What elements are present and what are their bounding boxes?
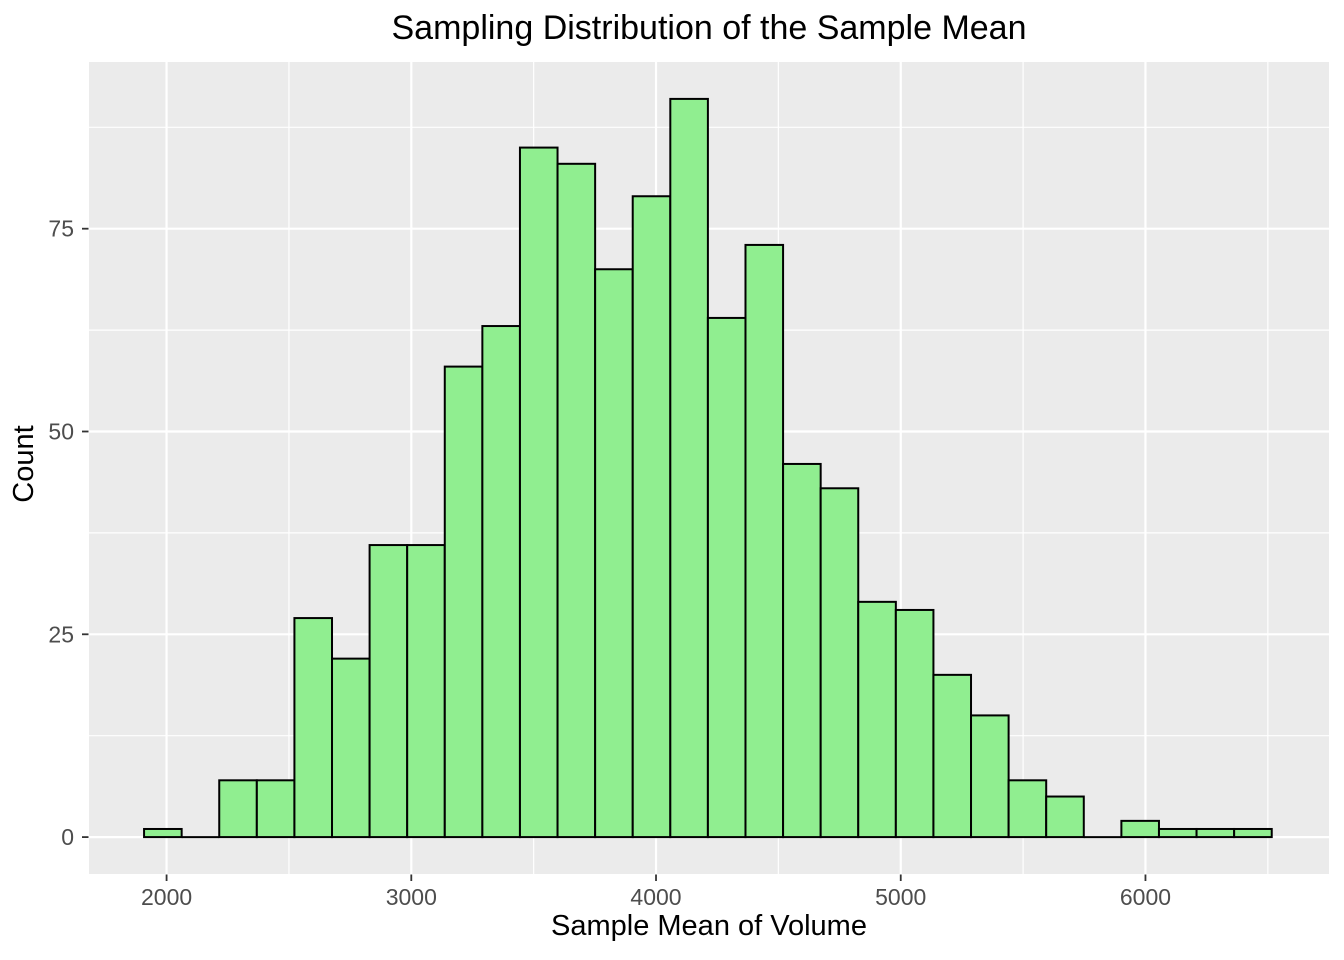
x-tick-label: 6000 (1120, 884, 1171, 910)
x-tick-label: 3000 (386, 884, 437, 910)
histogram-bar (744, 243, 785, 839)
histogram-bar (819, 487, 860, 839)
x-tick-label: 5000 (875, 884, 926, 910)
histogram-bar (631, 195, 672, 839)
histogram-bar (1007, 779, 1048, 839)
histogram-bar (255, 779, 296, 839)
histogram-bar (406, 544, 446, 839)
histogram-bar (706, 316, 747, 839)
histogram-bar (443, 365, 484, 839)
histogram-bar (782, 462, 822, 839)
y-axis-title: Count (8, 425, 41, 503)
histogram-bar (669, 97, 709, 839)
histogram-bar (1045, 795, 1085, 839)
y-tick-label: 50 (48, 418, 74, 444)
histogram-bar (594, 268, 634, 839)
x-tick-label: 4000 (630, 884, 681, 910)
histogram-bar (331, 657, 371, 839)
plot-title: Sampling Distribution of the Sample Mean (391, 9, 1027, 47)
histogram-bar (857, 600, 897, 839)
y-tick-label: 0 (61, 824, 74, 850)
histogram-bar (518, 146, 559, 839)
histogram-bar (894, 608, 935, 839)
y-tick-label: 25 (48, 621, 74, 647)
histogram-bar (556, 162, 597, 839)
histogram-bar (218, 779, 258, 839)
histogram-bar (481, 325, 521, 839)
histogram-bar (970, 714, 1010, 839)
histogram-bar (1195, 827, 1236, 839)
histogram-bar (368, 544, 409, 839)
histogram-bar (143, 827, 183, 839)
x-axis-title: Sample Mean of Volume (551, 910, 867, 942)
histogram-bar (932, 673, 973, 839)
y-tick-label: 75 (48, 216, 74, 242)
histogram-bar (293, 617, 334, 839)
histogram-bar (1157, 827, 1198, 839)
histogram-bar (1120, 819, 1160, 839)
histogram-bar (1233, 827, 1273, 839)
x-tick-label: 2000 (141, 884, 192, 910)
